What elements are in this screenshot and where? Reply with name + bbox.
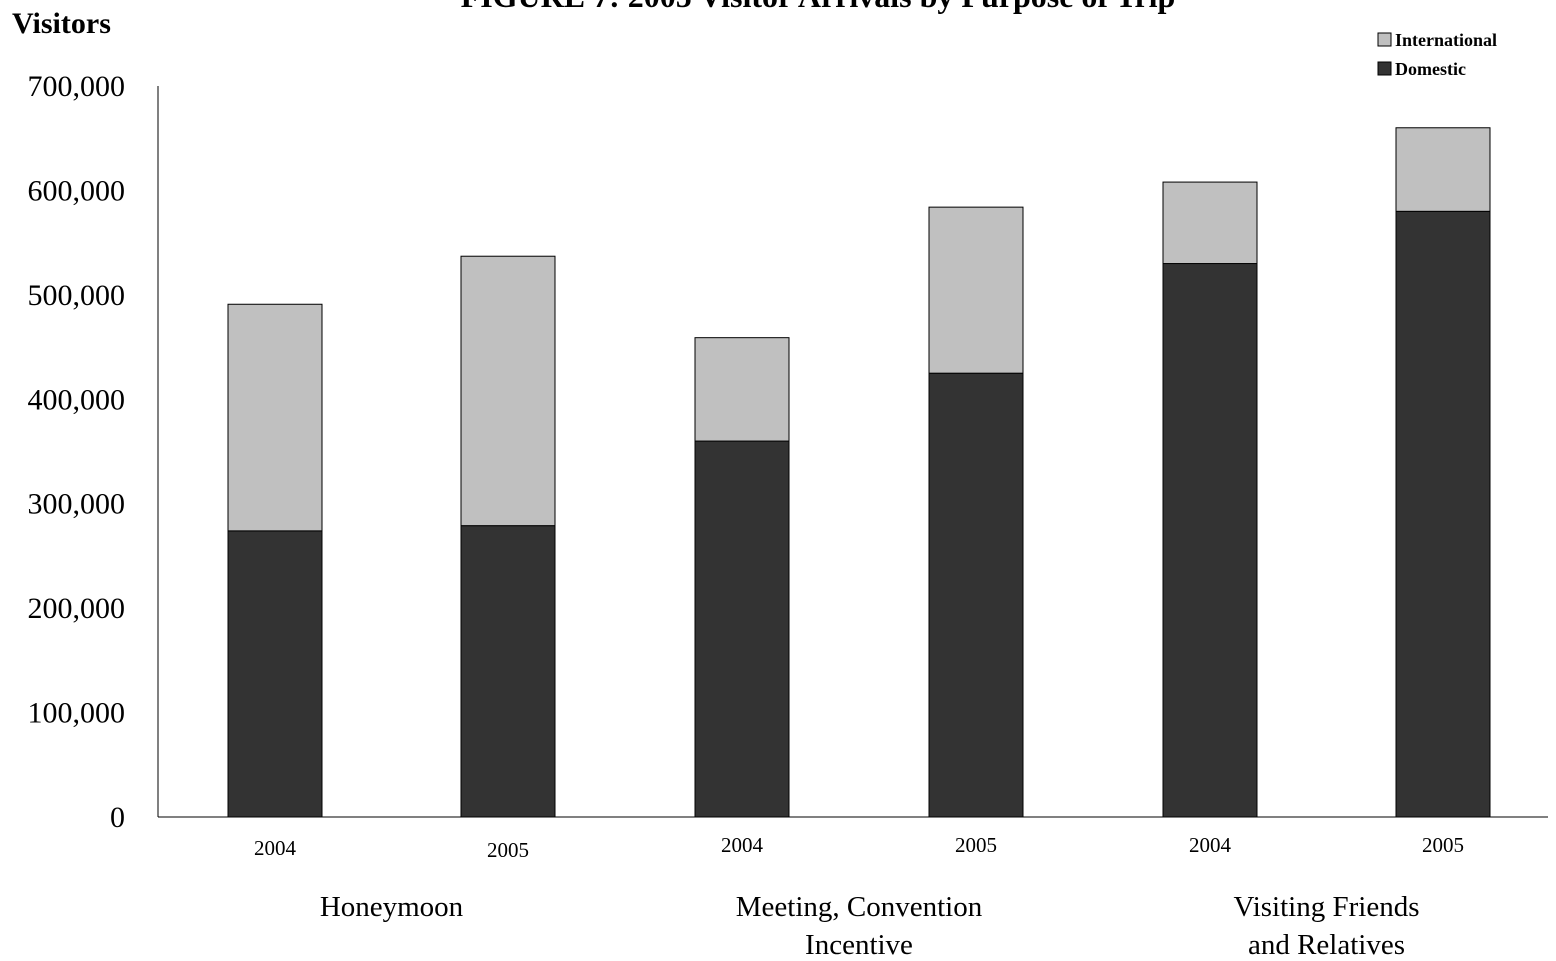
legend-label-domestic: Domestic <box>1395 59 1466 79</box>
y-tick-label: 200,000 <box>28 592 126 625</box>
bar-domestic <box>1395 210 1491 818</box>
x-axis-ticks: 2004 2005 2004 2005 2004 2005 <box>254 833 1464 862</box>
y-tick-label: 300,000 <box>28 488 126 521</box>
bar-international <box>460 255 556 527</box>
x-tick-label: 2005 <box>487 838 529 862</box>
x-tick-label: 2004 <box>1189 833 1232 857</box>
legend: International Domestic <box>1377 30 1497 79</box>
bar-domestic <box>227 530 323 818</box>
bar-domestic <box>460 525 556 818</box>
bar-domestic <box>928 372 1024 818</box>
y-tick-label: 0 <box>110 801 125 834</box>
legend-label-international: International <box>1395 30 1497 50</box>
x-tick-label: 2005 <box>1422 833 1464 857</box>
x-tick-label: 2005 <box>955 833 997 857</box>
y-tick-label: 600,000 <box>28 174 126 207</box>
x-tick-label: 2004 <box>721 833 764 857</box>
y-tick-label: 400,000 <box>28 383 126 416</box>
bar-international <box>227 303 323 532</box>
y-tick-label: 500,000 <box>28 279 126 312</box>
y-axis-ticks: 0 100,000 200,000 300,000 400,000 500,000 600,… <box>28 70 126 834</box>
bar-international <box>694 337 790 442</box>
bar-domestic <box>1162 263 1258 818</box>
bar-international <box>928 206 1024 374</box>
chart-title: FIGURE 7: 2005 Visitor Arrivals by Purpo… <box>461 0 1176 14</box>
y-axis-label: Visitors <box>12 7 111 40</box>
group-label: Incentive <box>805 929 913 961</box>
group-label: and Relatives <box>1248 929 1405 961</box>
group-label: Visiting Friends <box>1234 891 1420 923</box>
bars <box>227 127 1491 818</box>
group-labels: Honeymoon Meeting, Convention Incentive Vis… <box>320 891 1420 961</box>
bar-domestic <box>694 440 790 818</box>
group-label: Meeting, Convention <box>736 891 983 923</box>
y-tick-label: 100,000 <box>28 697 126 730</box>
legend-swatch-domestic <box>1377 61 1392 76</box>
group-label: Honeymoon <box>320 891 464 923</box>
bar-international <box>1395 127 1491 212</box>
x-tick-label: 2004 <box>254 836 297 860</box>
y-tick-label: 700,000 <box>28 70 126 103</box>
bar-international <box>1162 181 1258 265</box>
legend-swatch-international <box>1377 32 1392 47</box>
